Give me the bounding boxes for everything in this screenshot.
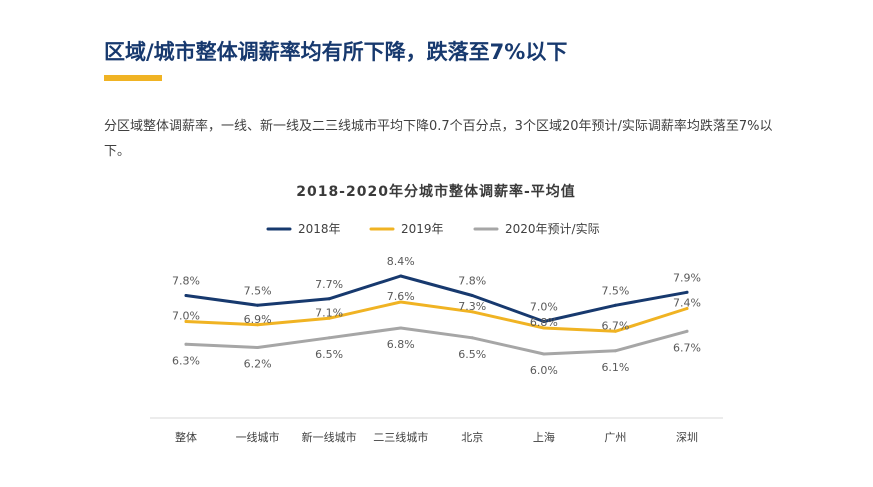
data-label: 6.5% (458, 348, 486, 361)
data-label: 6.7% (673, 341, 701, 354)
x-axis-categories: 整体 一线城市 新一线城市 二三线城市 北京 上海 广州 深圳 (175, 430, 698, 444)
x-tick-label: 广州 (604, 431, 626, 444)
data-point (399, 300, 403, 304)
data-label: 7.1% (315, 306, 343, 319)
data-point (542, 352, 546, 356)
legend-label-2: 2019年 (401, 222, 444, 236)
data-point (256, 346, 260, 349)
data-point (685, 290, 689, 294)
data-label: 7.0% (530, 301, 558, 314)
data-label: 7.5% (244, 284, 272, 297)
legend-label-3: 2020年预计/实际 (505, 221, 600, 236)
chart-legend: 2018年 2019年 2020年预计/实际 (266, 221, 600, 236)
series-line-1 (184, 274, 689, 323)
data-point (399, 274, 403, 278)
data-point (613, 329, 617, 333)
data-label: 7.3% (458, 300, 486, 313)
title-accent-bar (104, 75, 162, 81)
series-line-2 (184, 300, 689, 333)
x-tick-label: 北京 (461, 430, 483, 444)
data-point (470, 294, 474, 297)
data-point (613, 303, 617, 307)
data-point (685, 329, 689, 333)
data-label: 7.0% (172, 310, 200, 323)
x-tick-label: 一线城市 (236, 430, 280, 444)
series-line-3 (184, 326, 689, 356)
data-label: 6.7% (601, 319, 629, 332)
legend-label-1: 2018年 (298, 222, 341, 236)
data-label: 6.2% (244, 358, 272, 371)
data-label: 7.4% (673, 297, 701, 310)
x-tick-label: 二三线城市 (373, 430, 428, 444)
data-point (327, 297, 331, 301)
data-point (685, 307, 689, 310)
data-label: 6.5% (315, 348, 343, 361)
data-label: 7.7% (315, 278, 343, 291)
data-point (184, 342, 188, 346)
x-tick-label: 上海 (533, 430, 555, 444)
data-label: 6.8% (530, 316, 558, 329)
data-label: 7.5% (601, 284, 629, 297)
data-label: 7.6% (387, 290, 415, 303)
series-layer (184, 274, 689, 356)
x-tick-label: 整体 (175, 430, 197, 444)
data-point (399, 326, 403, 330)
data-point (327, 336, 331, 340)
data-point (184, 294, 188, 297)
page-title: 区域/城市整体调薪率均有所下降，跌落至7%以下 (104, 40, 568, 64)
data-point (327, 316, 331, 320)
data-label: 6.0% (530, 364, 558, 377)
data-labels: 7.8% 7.5% 7.7% 8.4% 7.8% 7.0% 7.5% 7.9% 7.0% 6.9%… (172, 255, 701, 377)
x-tick-label: 新一线城市 (302, 430, 357, 444)
data-point (613, 349, 617, 353)
data-label: 8.4% (387, 255, 415, 268)
data-point (470, 336, 474, 340)
data-point (256, 303, 260, 307)
chart-title: 2018-2020年分城市整体调薪率-平均值 (296, 183, 576, 200)
data-label: 6.9% (244, 313, 272, 326)
data-point (256, 323, 260, 327)
data-point (184, 320, 188, 323)
x-tick-label: 深圳 (676, 431, 698, 444)
data-point (542, 326, 546, 330)
data-label: 7.8% (458, 275, 486, 288)
data-label: 7.9% (673, 271, 701, 284)
data-label: 6.3% (172, 354, 200, 367)
data-label: 7.8% (172, 275, 200, 288)
data-label: 6.8% (387, 338, 415, 351)
data-point (470, 310, 474, 314)
data-label: 6.1% (601, 361, 629, 374)
data-point (542, 320, 546, 323)
summary-text: 分区域整体调薪率，一线、新一线及二三线城市平均下降0.7个百分点，3个区域20年… (104, 119, 773, 159)
